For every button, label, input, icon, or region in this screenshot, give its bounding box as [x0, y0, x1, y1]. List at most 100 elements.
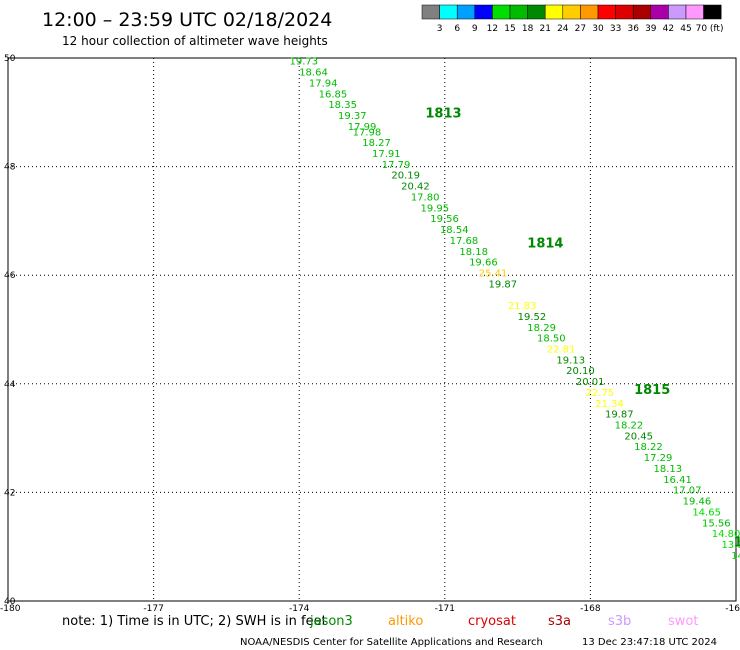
wave-height-value: 14.80 — [712, 529, 740, 540]
wave-height-value: 19.95 — [421, 203, 450, 214]
colorbar-label: 21 — [539, 24, 550, 34]
wave-height-value: 20.01 — [576, 377, 605, 388]
wave-height-value: 19.87 — [605, 410, 634, 421]
x-axis-ticks: -180 -177 -174 -171 -168 -16 — [0, 604, 740, 614]
wave-height-value: 17.94 — [309, 78, 338, 89]
grid-lines — [8, 58, 736, 601]
wave-height-value: 18.29 — [527, 323, 556, 334]
colorbar-swatch — [703, 4, 722, 20]
colorbar-label: 33 — [610, 24, 621, 34]
y-tick-label: 42 — [4, 488, 15, 498]
wave-height-value: 17.68 — [450, 236, 479, 247]
wave-height-value: 20.19 — [391, 171, 420, 182]
colorbar-label: 9 — [472, 24, 478, 34]
colorbar-label: 36 — [627, 24, 639, 34]
pass-number-label: 1814 — [527, 237, 563, 252]
chart-subtitle: 12 hour collection of altimeter wave hei… — [62, 34, 328, 48]
wave-height-value: 16.41 — [663, 475, 692, 486]
x-tick-label: -174 — [289, 604, 310, 614]
wave-height-value: 18.13 — [653, 464, 682, 475]
colorbar-label: 18 — [522, 24, 534, 34]
pass-number-label: 1813 — [425, 106, 461, 121]
y-tick-label: 44 — [4, 380, 16, 390]
colorbar-label: 15 — [504, 24, 515, 34]
wave-height-value: 18.22 — [615, 421, 644, 432]
colorbar-swatch — [421, 4, 440, 20]
colorbar-swatch — [650, 4, 669, 20]
wave-height-value: 18.54 — [440, 225, 469, 236]
wave-height-value: 19.37 — [338, 111, 367, 122]
colorbar-label: 12 — [487, 24, 498, 34]
colorbar-label: 24 — [557, 24, 569, 34]
colorbar-label: 27 — [575, 24, 586, 34]
wave-height-value: 15.56 — [702, 518, 731, 529]
wave-height-value: 17.98 — [353, 127, 382, 138]
colorbar-swatch — [685, 4, 704, 20]
colorbar-swatch — [562, 4, 581, 20]
colorbar-label: 42 — [663, 24, 674, 34]
wave-height-value: 19.56 — [430, 214, 459, 225]
wave-height-value: 20.45 — [624, 431, 653, 442]
x-tick-label: -168 — [580, 604, 601, 614]
units-note: note: 1) Time is in UTC; 2) SWH is in fe… — [62, 614, 327, 629]
x-tick-label: -180 — [0, 604, 21, 614]
wave-height-value: 19.87 — [488, 279, 517, 290]
x-tick-label: -171 — [435, 604, 455, 614]
y-tick-label: 48 — [4, 163, 16, 173]
satellite-legend-s3b: s3b — [608, 614, 631, 629]
wave-height-value: 16.85 — [319, 89, 348, 100]
wave-height-value: 22.75 — [586, 388, 615, 399]
y-tick-label: 50 — [4, 54, 16, 64]
wave-height-points: 19.7318.6417.9416.8518.3519.3717.9917.98… — [289, 57, 740, 562]
colorbar-swatch — [439, 4, 458, 20]
wave-height-value: 22.81 — [547, 345, 576, 356]
wave-height-value: 18.27 — [362, 138, 391, 149]
pass-number-label: 1815 — [634, 383, 670, 398]
wave-height-value: 20.42 — [401, 182, 430, 193]
wave-height-value: 18.18 — [459, 247, 488, 258]
wave-height-value: 19.52 — [518, 312, 547, 323]
colorbar-label: 6 — [454, 24, 460, 34]
wave-height-value: 14.22 — [731, 551, 740, 562]
y-tick-label: 46 — [4, 271, 16, 281]
satellite-legend-swot: swot — [668, 614, 698, 629]
satellite-legend: jason3 altiko cryosat s3a s3b swot — [309, 614, 698, 629]
plot-frame — [7, 57, 737, 602]
wave-height-value: 20.10 — [566, 366, 595, 377]
colorbar-label: 45 — [680, 24, 691, 34]
wave-height-value: 13.95 — [721, 540, 740, 551]
wave-height-value: 19.13 — [556, 355, 585, 366]
wave-height-value: 17.29 — [644, 453, 673, 464]
satellite-legend-s3a: s3a — [548, 614, 571, 629]
wave-height-value: 18.22 — [634, 442, 663, 453]
satellite-legend-altiko: altiko — [388, 614, 423, 629]
colorbar-swatch — [597, 4, 616, 20]
colorbar-swatch — [474, 4, 493, 20]
wave-height-value: 14.65 — [692, 507, 721, 518]
colorbar-swatch — [632, 4, 652, 20]
colorbar-swatch — [509, 4, 528, 20]
colorbar-swatch — [668, 4, 687, 20]
wave-height-value: 25.41 — [479, 268, 508, 279]
wave-height-value: 17.79 — [382, 160, 411, 171]
wave-height-value: 17.99 — [348, 122, 377, 133]
colorbar-label: 39 — [645, 24, 657, 34]
wave-height-value: 17.91 — [372, 149, 401, 160]
colorbar-label: 3 — [437, 24, 443, 34]
colorbar-swatch — [544, 4, 564, 20]
colorbar-label: 70 (ft) — [696, 24, 724, 34]
wave-height-value: 21.34 — [595, 399, 624, 410]
wave-height-value: 19.46 — [683, 497, 712, 508]
wave-height-value: 21.83 — [508, 301, 537, 312]
colorbar-swatch — [527, 4, 546, 20]
wave-height-value: 17.07 — [673, 486, 702, 497]
wave-height-value: 18.35 — [328, 100, 357, 111]
colorbar-label: 30 — [592, 24, 604, 34]
x-tick-label: -16 — [725, 604, 740, 614]
wave-height-value: 19.66 — [469, 258, 498, 269]
y-tick-label: 40 — [4, 597, 16, 607]
y-axis-ticks: 50 48 46 44 42 40 — [4, 54, 16, 607]
wave-height-value: 17.80 — [411, 192, 440, 203]
satellite-legend-cryosat: cryosat — [468, 614, 516, 629]
